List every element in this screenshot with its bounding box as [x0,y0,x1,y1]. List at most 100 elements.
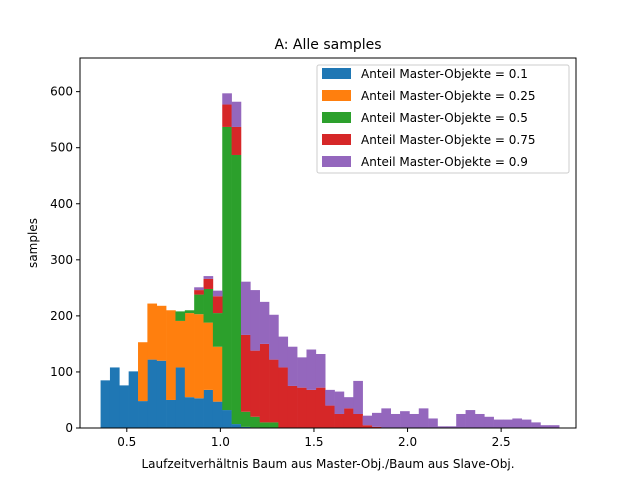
bar-series-5-bin-24 [409,413,420,428]
x-axis-ticks: 0.5 1.0 1.5 2.0 2.5 [117,428,511,449]
bar-series-5-bin-14 [315,354,326,388]
bar-series-5-bin-16 [334,391,345,414]
bar-series-5-bin-4 [222,93,232,105]
bar-series-2-bin-9 [175,320,186,368]
legend-box [316,64,570,174]
y-tick-label: 600 [50,85,73,99]
y-tick-label: 100 [50,365,73,379]
bar-series-1-bin-10 [184,397,195,428]
bar-series-3-bin-7 [231,154,242,425]
bar-series-4-bin-3 [212,296,223,314]
legend-label: Anteil Master-Objekte = 0.25 [361,89,535,103]
bar-series-4-bin-7 [250,350,260,417]
bar-series-3-bin-4 [203,288,214,323]
bar-series-5-bin-7 [250,290,260,351]
bar-series-1-bin-11 [194,398,204,428]
bar-series-2-bin-10 [184,313,195,398]
bar-series-5-bin-1 [194,287,204,291]
bar-series-2-bin-8 [166,310,176,400]
bar-series-2-bin-12 [203,322,214,390]
bar-series-1-bin-14 [222,410,232,428]
bar-series-5-bin-21 [381,408,391,428]
legend-label: Anteil Master-Objekte = 0.1 [361,67,528,81]
bar-series-5-bin-28 [446,426,457,428]
bar-series-5-bin-8 [259,301,270,344]
bar-series-5-bin-2 [203,276,214,279]
legend-swatch [322,112,351,123]
bar-series-4-bin-5 [231,126,242,155]
bar-series-1-bin-4 [128,371,139,428]
x-axis-label: Laufzeitverhältnis Baum aus Master-Obj./… [141,457,514,471]
y-tick-label: 400 [50,197,73,211]
plot-frame [79,57,577,429]
bar-series-4-bin-15 [325,405,335,428]
bar-series-3-bin-3 [194,294,204,315]
y-tick-label: 300 [50,253,73,267]
legend-swatch [322,68,351,79]
x-tick-label: 1.5 [304,435,323,449]
bar-series-5-bin-22 [390,413,401,428]
bar-series-1-bin-3 [119,385,129,428]
bar-series-1-bin-5 [138,401,148,428]
y-tick-label: 500 [50,141,73,155]
y-axis-ticks: 0 100 200 300 400 500 600 [50,85,80,435]
bar-series-3-bin-10 [259,422,270,428]
bar-series-5-bin-11 [287,346,298,386]
bar-series-3-bin-6 [222,126,232,411]
bar-series-4-bin-11 [287,385,298,428]
bar-series-5-bin-12 [297,357,307,388]
bar-series-3-bin-5 [212,313,223,347]
bar-series-1-bin-7 [156,360,167,428]
x-tick-label: 1.0 [211,435,230,449]
bar-series-4-bin-16 [334,413,345,428]
bar-series-3-bin-9 [250,416,260,428]
bar-series-1-bin-12 [203,389,214,428]
bar-series-5-bin-30 [465,410,476,428]
histogram-bars [100,93,560,428]
bar-series-5-bin-5 [231,101,242,127]
x-tick-label: 2.0 [398,435,417,449]
bar-series-5-bin-29 [456,413,466,428]
bar-series-5-bin-25 [418,408,429,428]
bar-series-4-bin-1 [194,290,204,295]
bar-series-4-bin-9 [269,359,279,423]
bar-series-4-bin-10 [278,367,289,428]
bar-series-5-bin-15 [325,389,335,406]
bar-series-3-bin-1 [175,311,186,321]
bar-series-4-bin-14 [315,387,326,428]
bar-series-2-bin-7 [156,305,167,361]
x-tick-label: 2.5 [492,435,511,449]
bar-series-4-bin-2 [203,278,214,289]
bar-series-5-bin-33 [493,419,504,428]
bar-series-4-bin-18 [353,413,363,428]
bar-series-2-bin-5 [138,342,148,402]
bar-series-1-bin-2 [109,367,120,428]
bar-series-5-bin-26 [428,418,438,428]
bar-series-4-bin-17 [343,408,354,428]
bar-series-5-bin-32 [484,416,494,428]
bar-series-2-bin-11 [194,314,204,399]
bar-series-1-bin-8 [166,399,176,428]
bar-series-5-bin-37 [531,422,541,428]
bar-series-2-bin-6 [147,303,158,360]
bar-series-4-bin-4 [222,104,232,127]
bar-series-4-bin-20 [371,426,382,428]
x-tick-label: 0.5 [117,435,136,449]
bar-series-5-bin-38 [540,425,551,428]
legend-label: Anteil Master-Objekte = 0.5 [361,111,528,125]
bar-series-5-bin-39 [549,425,560,428]
bar-series-1-bin-6 [147,359,158,428]
bar-series-2-bin-13 [212,346,223,402]
bar-series-4-bin-8 [259,343,270,423]
bar-series-5-bin-17 [343,397,354,409]
bar-series-5-bin-23 [400,411,410,428]
bar-series-3-bin-2 [184,310,195,314]
bar-series-4-bin-19 [362,425,373,428]
y-tick-label: 200 [50,309,73,323]
bar-series-1-bin-15 [231,424,242,428]
bar-series-5-bin-34 [503,419,513,428]
bar-series-5-bin-18 [353,380,363,414]
bar-series-4-bin-6 [240,334,251,412]
bar-series-5-bin-36 [521,419,532,428]
